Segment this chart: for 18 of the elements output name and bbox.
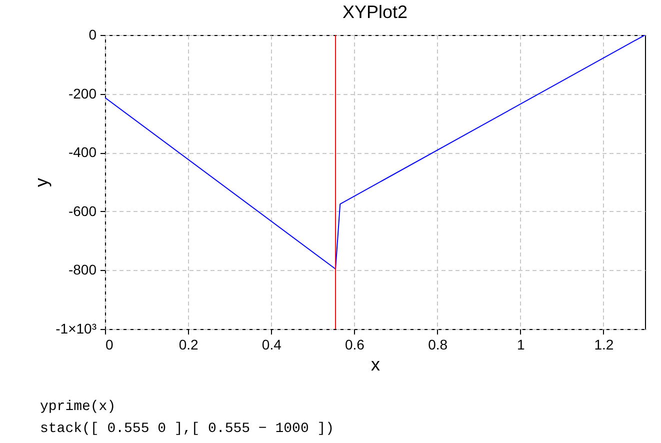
y-tick-label: 0 <box>88 26 97 42</box>
y-tick-label: -400 <box>68 144 97 160</box>
chart-title: XYPlot2 <box>342 2 408 22</box>
x-tick-label: 0.2 <box>178 336 199 352</box>
text: yprime(x) <box>40 398 117 417</box>
x-tick-label: 0.4 <box>262 336 282 352</box>
x-tick-label: 1 <box>516 336 525 352</box>
y-tick-label: -800 <box>68 262 97 278</box>
x-tick-label: 0 <box>106 336 114 352</box>
y-tick-label: -1×10³ <box>56 320 97 336</box>
y-tick-label: -600 <box>68 202 97 219</box>
x-tick-label: 0.6 <box>344 336 365 352</box>
x-tick-label: 0.8 <box>428 336 448 352</box>
text: stack([ 0.555 0 ],[ 0.555 − 1000 ]) <box>40 420 334 439</box>
y-axis-title: y <box>32 178 52 187</box>
x-axis-title: x <box>371 354 380 374</box>
y-tick-label: -200 <box>68 85 97 102</box>
x-tick-label: 1.2 <box>594 336 614 352</box>
